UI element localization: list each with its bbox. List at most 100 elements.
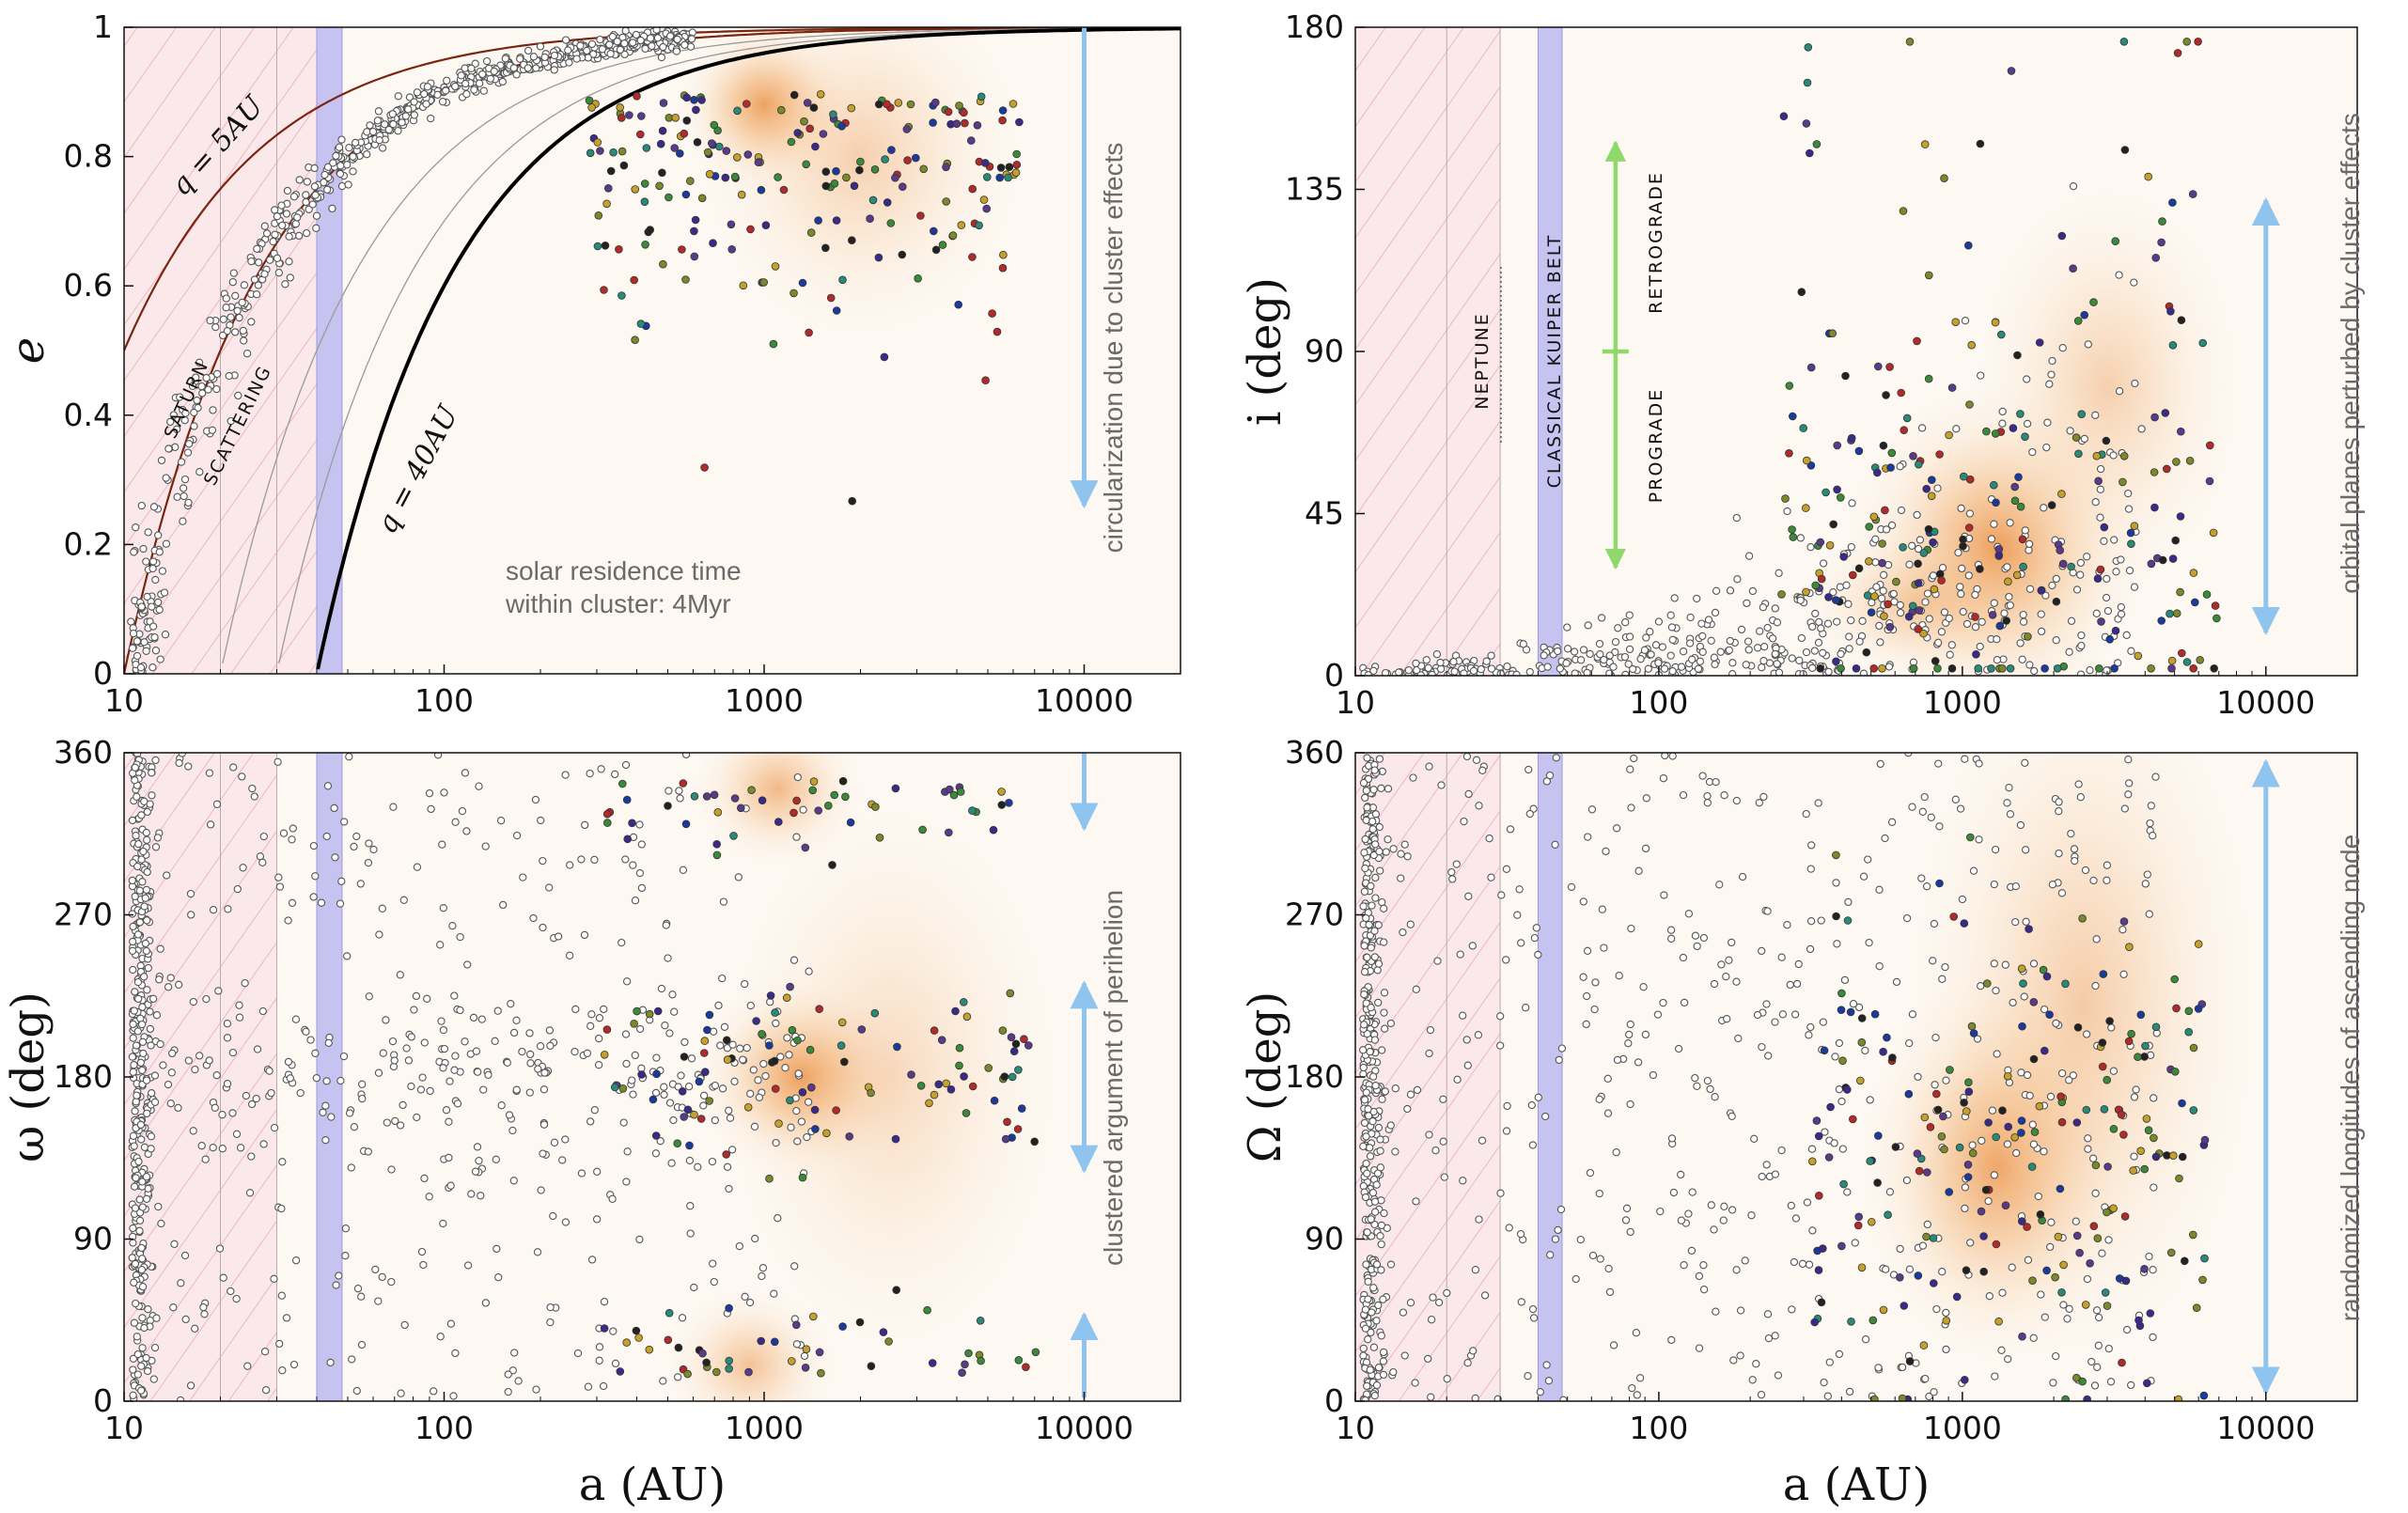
hollow-point-853 [774, 1214, 782, 1223]
hollow-point-375 [499, 900, 508, 910]
hollow-point-826 [439, 1064, 447, 1072]
hollow-point-396 [1729, 1356, 1738, 1365]
hollow-point-597 [1505, 1224, 1513, 1232]
hollow-point-727 [586, 769, 594, 778]
residence-time-line1: solar residence time [506, 556, 742, 585]
hollow-point-685 [191, 1065, 199, 1074]
hollow-point-652 [1425, 1049, 1433, 1058]
cluster-point-936 [1817, 1298, 1826, 1307]
hollow-point-620 [1528, 1141, 1538, 1149]
hollow-point-738 [718, 974, 727, 983]
hollow-point-508 [218, 1145, 227, 1153]
hollow-point-880 [1790, 1257, 1799, 1267]
x-tick-label-3: 10000 [2216, 1410, 2315, 1446]
hollow-point-63 [1374, 1123, 1384, 1132]
hollow-point-763 [289, 1360, 299, 1369]
cluster-point-1062 [2109, 1125, 2119, 1133]
cluster-point-500 [1928, 476, 1936, 485]
cluster-point-692 [2074, 449, 2083, 459]
hollow-point-891 [590, 1106, 599, 1115]
hollow-point-179 [1363, 803, 1371, 812]
hollow-point-265 [1957, 504, 1965, 513]
hollow-point-680 [1628, 1383, 1636, 1393]
hollow-point-369 [1693, 1082, 1701, 1090]
cluster-point-720 [2158, 217, 2166, 226]
cluster-point-971 [1837, 1241, 1846, 1251]
density-glow-1 [1900, 753, 2267, 1383]
hollow-point-144 [2043, 418, 2052, 427]
hollow-point-515 [189, 1127, 197, 1135]
hollow-point-671 [2087, 1357, 2096, 1366]
hollow-point-262 [2005, 592, 2013, 601]
hollow-point-292 [1744, 552, 1754, 560]
hollow-point-27 [1954, 548, 1962, 557]
hollow-point-599 [252, 1094, 260, 1103]
hollow-point-249 [1374, 1364, 1384, 1372]
cluster-point-747 [1797, 288, 1806, 297]
y-tick-label-2: 180 [1285, 1058, 1344, 1095]
hollow-point-800 [348, 1355, 356, 1364]
cluster-point-556 [1788, 525, 1796, 534]
hollow-point-227 [1829, 588, 1837, 597]
hollow-point-332 [536, 42, 545, 51]
hollow-point-350 [2019, 610, 2027, 619]
cluster-point-690 [999, 250, 1008, 259]
hollow-point-878 [1411, 1379, 1419, 1387]
hollow-point-418 [277, 1291, 286, 1300]
hollow-point-756 [735, 1241, 743, 1251]
hollow-point-376 [1747, 1211, 1756, 1220]
hollow-point-453 [197, 1142, 206, 1150]
hollow-point-648 [467, 64, 476, 72]
hollow-point-496 [1775, 668, 1784, 676]
hollow-point-858 [628, 1076, 636, 1084]
hollow-point-436 [1934, 759, 1943, 768]
hollow-point-191 [2122, 631, 2131, 639]
hollow-point-587 [594, 1061, 603, 1069]
hollow-point-330 [1858, 616, 1867, 625]
hollow-point-865 [720, 1022, 729, 1031]
hollow-point-329 [2076, 670, 2086, 676]
hollow-point-480 [1680, 998, 1689, 1007]
hollow-point-48 [144, 1305, 152, 1314]
cluster-point-1082 [1013, 1125, 1023, 1133]
cluster-point-942 [1883, 1033, 1891, 1042]
hollow-point-671 [143, 592, 151, 601]
hollow-point-19 [2025, 661, 2034, 669]
hollow-point-698 [1612, 1148, 1620, 1157]
hollow-point-561 [797, 1117, 806, 1126]
hatched-region [1355, 27, 1501, 676]
hollow-point-634 [443, 76, 451, 85]
hollow-point-532 [2130, 1152, 2138, 1161]
hollow-point-573 [363, 150, 371, 159]
cluster-point-642 [2073, 317, 2083, 325]
hollow-point-447 [1958, 564, 1966, 573]
cluster-point-736 [1992, 498, 2000, 507]
hollow-point-168 [129, 1232, 137, 1241]
cluster-point-1092 [2200, 1135, 2210, 1145]
cluster-point-514 [2205, 476, 2214, 486]
hollow-point-427 [2115, 387, 2124, 396]
cluster-point-993 [623, 834, 632, 844]
cluster-point-536 [2100, 523, 2109, 532]
hollow-point-42 [1373, 966, 1382, 975]
hollow-point-707 [1584, 833, 1592, 841]
hollow-point-472 [423, 83, 432, 91]
hollow-point-292 [1368, 901, 1376, 910]
hollow-point-401 [600, 1005, 608, 1014]
hollow-point-616 [800, 1351, 809, 1361]
cluster-point-571 [1933, 663, 1942, 673]
hollow-point-693 [1497, 891, 1506, 899]
hollow-point-347 [142, 828, 150, 837]
hollow-point-733 [1920, 792, 1929, 802]
hollow-point-594 [681, 753, 691, 759]
cluster-point-974 [2199, 1391, 2209, 1400]
cluster-point-1004 [2036, 1210, 2045, 1219]
scatter-points [127, 27, 1024, 674]
hollow-point-271 [1363, 754, 1371, 762]
cluster-point-991 [2029, 1054, 2039, 1064]
hollow-point-57 [195, 358, 204, 367]
cluster-point-903 [2140, 1164, 2150, 1174]
hollow-point-556 [1977, 982, 1985, 990]
hollow-point-387 [1892, 977, 1901, 987]
cluster-point-668 [1811, 581, 1820, 590]
